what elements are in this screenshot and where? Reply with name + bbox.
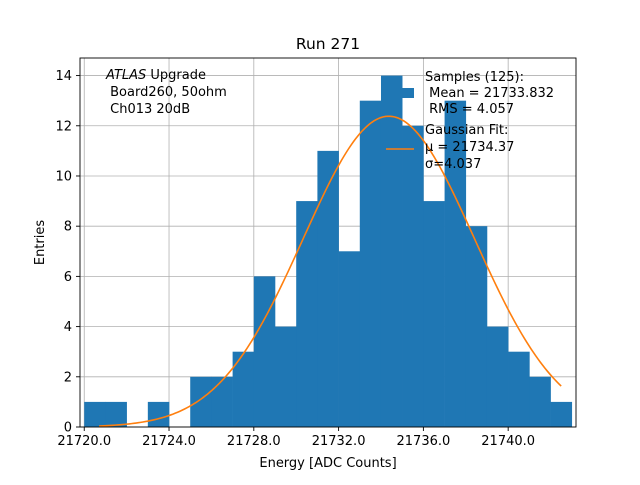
legend-fit-mu: μ = 21734.37 bbox=[425, 140, 514, 155]
histogram-bar bbox=[105, 401, 127, 427]
legend-samples-swatch bbox=[386, 88, 414, 98]
upgrade-label: Upgrade bbox=[146, 68, 206, 83]
y-tick-label: 10 bbox=[55, 169, 72, 184]
y-tick-label: 2 bbox=[64, 370, 72, 385]
y-tick-label: 0 bbox=[64, 421, 72, 436]
legend-fit-text: Gaussian Fit: μ = 21734.37 σ=4.037 bbox=[425, 123, 519, 172]
histogram-bar bbox=[253, 276, 276, 427]
y-tick-label: 4 bbox=[64, 320, 72, 335]
y-axis-label: Entries bbox=[33, 220, 48, 266]
histogram-bar bbox=[550, 401, 573, 427]
histogram-bar bbox=[402, 125, 424, 427]
histogram-bar bbox=[465, 226, 488, 427]
y-tick-label: 8 bbox=[64, 220, 72, 235]
x-tick-label: 21740.0 bbox=[481, 434, 535, 449]
histogram-bar bbox=[338, 251, 361, 427]
histogram-bar bbox=[508, 351, 530, 427]
annotation-line-1: ATLAS Upgrade bbox=[105, 68, 206, 83]
legend-fit-title: Gaussian Fit: bbox=[425, 123, 508, 138]
axes-frame bbox=[79, 57, 577, 428]
histogram-bars bbox=[84, 75, 573, 428]
legend-samples-text: Samples (125): Mean = 21733.832 RMS = 4.… bbox=[425, 70, 558, 117]
gaussian-fit-curve bbox=[99, 115, 562, 427]
y-tick-label: 12 bbox=[55, 119, 72, 134]
histogram-bar bbox=[486, 326, 509, 427]
y-tick-label: 6 bbox=[64, 270, 72, 285]
ticks: 21720.0 21724.0 21728.0 21732.0 21736.0 21740… bbox=[55, 69, 535, 449]
histogram-bar bbox=[84, 401, 106, 427]
x-tick-label: 21724.0 bbox=[142, 434, 196, 449]
histogram-bar bbox=[232, 351, 255, 427]
histogram-bar bbox=[147, 401, 170, 427]
atlas-annotation: ATLAS Upgrade Board260, 50ohm Ch013 20dB bbox=[105, 68, 231, 117]
annotation-line-2: Board260, 50ohm bbox=[106, 85, 227, 100]
histogram-bar bbox=[380, 75, 403, 428]
legend-samples-mean: Mean = 21733.832 bbox=[425, 86, 554, 101]
histogram-bar bbox=[211, 376, 233, 427]
histogram-bar bbox=[190, 376, 212, 427]
fit-curve-group bbox=[99, 115, 562, 427]
legend-fit-sigma: σ=4.037 bbox=[425, 157, 481, 172]
histogram-bar bbox=[444, 100, 467, 428]
histogram-bar bbox=[275, 326, 297, 427]
annotation-line-3: Ch013 20dB bbox=[106, 102, 190, 117]
legend-samples-rms: RMS = 4.057 bbox=[425, 102, 514, 117]
y-tick-label: 14 bbox=[55, 69, 72, 84]
legend-samples-title: Samples (125): bbox=[425, 70, 524, 85]
x-tick-label: 21732.0 bbox=[312, 434, 366, 449]
x-axis-label: Energy [ADC Counts] bbox=[259, 456, 396, 471]
histogram-bar bbox=[359, 100, 382, 428]
histogram-bar bbox=[423, 201, 445, 427]
x-tick-label: 21736.0 bbox=[397, 434, 451, 449]
histogram-bar bbox=[317, 150, 339, 427]
histogram-bar bbox=[529, 376, 551, 427]
legend: Samples (125): Mean = 21733.832 RMS = 4.… bbox=[386, 70, 558, 172]
x-tick-label: 21728.0 bbox=[227, 434, 281, 449]
histogram-bar bbox=[296, 201, 318, 427]
chart-title: Run 271 bbox=[296, 35, 360, 53]
x-tick-label: 21720.0 bbox=[57, 434, 111, 449]
atlas-label: ATLAS bbox=[105, 68, 146, 83]
